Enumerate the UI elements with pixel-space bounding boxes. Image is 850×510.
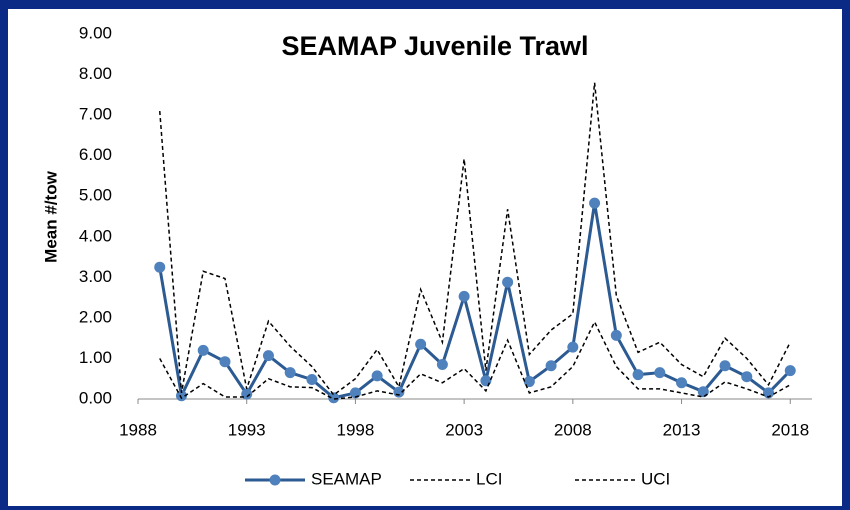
legend-label: LCI [476,469,502,488]
legend-label: SEAMAP [311,469,382,488]
data-point [567,341,579,353]
y-tick-label: 9.00 [79,23,112,42]
data-point [480,375,492,387]
y-tick-label: 7.00 [79,105,112,124]
data-point [436,359,448,371]
data-point [175,390,187,402]
y-tick-label: 2.00 [79,307,112,326]
x-tick-label: 2008 [554,420,592,439]
data-point [197,344,209,356]
x-tick-label: 1988 [119,420,157,439]
y-tick-label: 0.00 [79,388,112,407]
data-point [763,387,775,399]
data-point [741,371,753,383]
y-tick-label: 4.00 [79,226,112,245]
data-point [284,367,296,379]
x-tick-label: 2003 [445,420,483,439]
data-point [654,367,666,379]
data-point [719,360,731,372]
x-tick-label: 2018 [771,420,809,439]
y-axis-label: Mean #/tow [41,170,60,262]
data-point [154,261,166,273]
data-point [241,388,253,400]
data-point [784,365,796,377]
y-tick-label: 3.00 [79,267,112,286]
data-point [545,360,557,372]
data-point [502,276,514,288]
data-point [371,370,383,382]
data-point [219,356,231,368]
data-point [676,377,688,389]
data-point [589,197,601,209]
y-tick-label: 5.00 [79,186,112,205]
data-point [328,392,340,404]
legend-label: UCI [641,469,670,488]
y-tick-label: 8.00 [79,64,112,83]
series-line [159,320,791,400]
y-tick-label: 1.00 [79,348,112,367]
chart-panel [8,9,842,506]
chart-title: SEAMAP Juvenile Trawl [281,31,588,61]
data-point [262,350,274,362]
x-tick-label: 1993 [228,420,266,439]
data-point [610,329,622,341]
x-tick-label: 1998 [337,420,375,439]
legend-marker [269,474,281,486]
data-point [458,290,470,302]
x-tick-label: 2013 [663,420,701,439]
y-tick-label: 6.00 [79,145,112,164]
data-point [306,374,318,386]
data-point [632,369,644,381]
data-point [415,338,427,350]
